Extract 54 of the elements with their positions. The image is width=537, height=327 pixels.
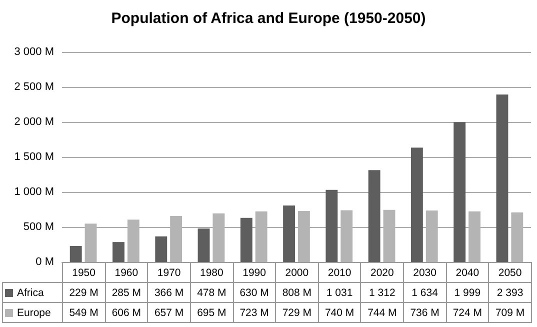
data-label: 736 M xyxy=(404,302,446,322)
data-label: 229 M xyxy=(62,282,106,302)
bar xyxy=(240,218,252,262)
data-label: 740 M xyxy=(318,302,361,322)
legend-label: Africa xyxy=(2,282,62,302)
x-tick-label: 1960 xyxy=(105,262,148,282)
x-tick-label: 1950 xyxy=(62,262,106,282)
data-label: 729 M xyxy=(276,302,318,322)
x-tick-label: 2050 xyxy=(488,262,532,282)
bar xyxy=(454,122,466,262)
data-label: 724 M xyxy=(446,302,489,322)
data-label: 478 M xyxy=(190,282,233,302)
data-label: 709 M xyxy=(488,302,532,322)
legend-label: Europe xyxy=(2,302,62,322)
data-label: 744 M xyxy=(360,302,404,322)
y-tick-label: 3 000 M xyxy=(14,46,54,58)
x-tick-label: 2000 xyxy=(276,262,318,282)
x-tick-label: 1970 xyxy=(148,262,190,282)
bar xyxy=(410,148,423,262)
y-tick-label: 2 500 M xyxy=(14,81,54,93)
bar xyxy=(368,170,380,262)
y-tick-label: 0 M xyxy=(36,256,54,268)
data-label: 657 M xyxy=(148,302,190,322)
data-label: 1 634 xyxy=(404,282,446,302)
x-tick-label: 1980 xyxy=(190,262,233,282)
chart-title: Population of Africa and Europe (1950-2050) xyxy=(111,10,426,27)
data-label: 285 M xyxy=(105,282,148,302)
y-tick-label: 2 000 M xyxy=(14,116,54,128)
y-tick-label: 1 000 M xyxy=(14,186,54,198)
bar xyxy=(112,242,124,262)
bar xyxy=(155,236,168,262)
data-label: 2 393 xyxy=(488,282,532,302)
data-label: 723 M xyxy=(233,302,276,322)
y-tick-label: 1 500 M xyxy=(14,151,54,163)
bar xyxy=(198,228,210,262)
data-label: 606 M xyxy=(105,302,148,322)
bar xyxy=(70,246,82,262)
x-tick-label: 2020 xyxy=(360,262,404,282)
data-label: 1 312 xyxy=(360,282,404,302)
bar xyxy=(326,190,338,262)
data-label: 695 M xyxy=(190,302,233,322)
x-tick-label: 2010 xyxy=(318,262,361,282)
x-tick-label: 2040 xyxy=(446,262,489,282)
data-label: 1 031 xyxy=(318,282,361,302)
data-label: 366 M xyxy=(148,282,190,302)
x-tick-label: 2030 xyxy=(404,262,446,282)
data-label: 1 999 xyxy=(446,282,489,302)
data-label: 549 M xyxy=(62,302,106,322)
bar xyxy=(283,205,296,262)
x-tick-label: 1990 xyxy=(233,262,276,282)
data-label: 630 M xyxy=(233,282,276,302)
bar xyxy=(496,94,508,262)
y-tick-label: 500 M xyxy=(23,221,54,233)
data-label: 808 M xyxy=(276,282,318,302)
